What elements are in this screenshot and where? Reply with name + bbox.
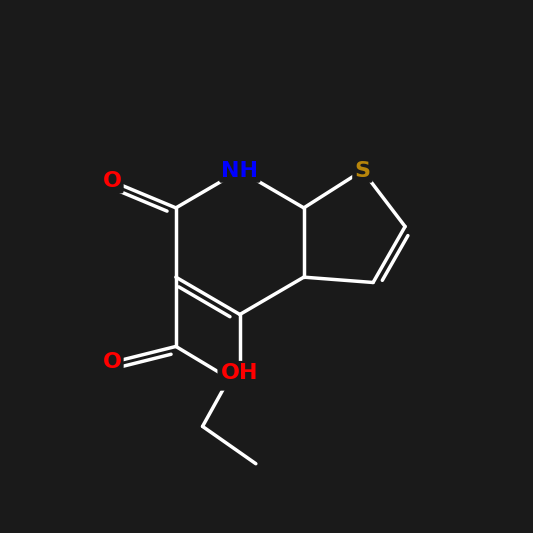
Text: NH: NH — [221, 160, 259, 181]
Text: O: O — [102, 352, 122, 373]
Text: O: O — [220, 368, 239, 389]
Text: S: S — [354, 160, 370, 181]
Text: O: O — [102, 171, 122, 191]
Text: OH: OH — [221, 363, 259, 383]
